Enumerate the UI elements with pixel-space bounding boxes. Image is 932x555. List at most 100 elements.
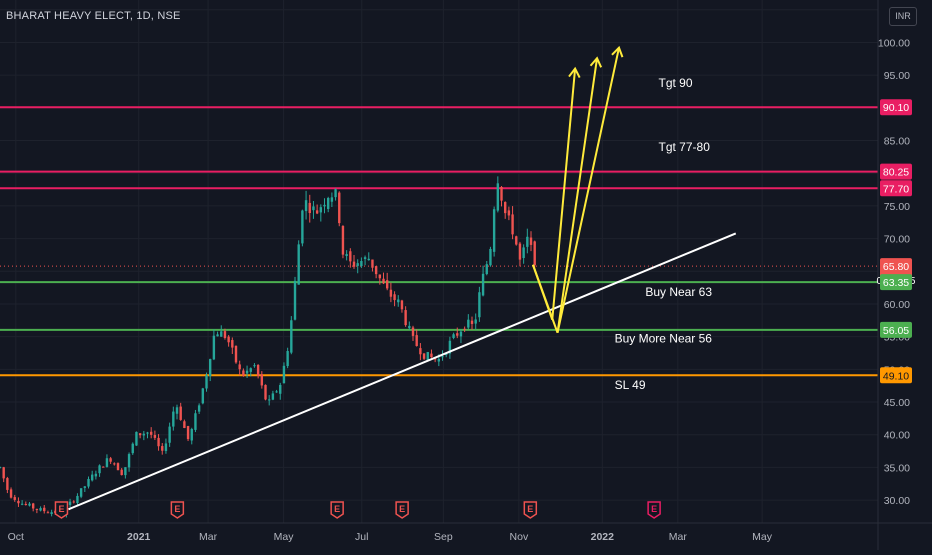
price-label-text: 63.35 [883,277,909,289]
candle-body [308,202,311,214]
candle-body [511,214,514,235]
candle-body [242,370,245,376]
candle-body [485,264,488,275]
price-label-text: 65.80 [883,261,909,273]
candle-body [301,210,304,244]
annotation-label: Buy More Near 56 [615,332,713,346]
candle-body [183,421,186,428]
candle-body [31,503,35,509]
earnings-flag-label: E [651,504,657,514]
candle-body [397,299,400,303]
projection-arrow[interactable] [556,47,620,333]
candle-body [518,243,522,260]
candle-body [43,507,46,512]
candle-body [35,508,39,510]
candle-body [142,433,146,436]
price-label-text: 90.10 [883,102,909,114]
price-label-text: 49.10 [883,370,909,382]
candle-body [249,368,252,372]
price-label-text: 77.70 [883,183,909,195]
candle-body [231,340,234,348]
candle-body [504,202,507,214]
earnings-flag-label: E [174,504,180,514]
price-label-buy56-price [880,321,912,338]
candle-body [105,458,109,467]
candle-body [113,463,116,465]
candle-body [120,469,123,476]
price-tick-label: 75.00 [884,201,910,213]
candle-body [500,186,503,201]
candle-body [87,478,90,487]
candle-body [131,443,134,454]
earnings-flag-icon[interactable] [330,501,344,519]
candle-body [526,236,529,247]
price-tick-label: 95.00 [884,70,910,82]
candle-body [197,405,201,412]
chart-title: BHARAT HEAVY ELECT, 1D, NSE [6,10,181,22]
candle-body [279,384,282,394]
candle-body [245,370,249,374]
price-label-sl49-price [880,367,912,384]
earnings-flag-icon[interactable] [647,501,661,519]
candle-body [102,466,105,468]
candle-body [507,210,511,216]
candle-body [90,474,94,481]
candle-body [345,254,348,256]
candle-body [253,365,256,367]
projection-arrow-head [568,66,581,78]
candle-body [135,431,138,446]
candle-body [227,336,230,343]
candle-body [212,335,216,360]
time-tick-label: May [752,531,773,543]
candle-body [124,467,127,476]
candle-body [304,200,308,212]
annotation-label: Tgt 90 [659,76,693,90]
candle-body [459,331,463,337]
candle-body [474,319,477,324]
candle-body [481,273,485,296]
trendline[interactable] [68,232,737,511]
candle-body [138,433,142,436]
candle-body [286,351,289,367]
candle-body [205,375,208,389]
time-tick-label: Jul [355,531,368,543]
projection-arrow[interactable] [556,58,599,333]
candle-body [68,501,72,505]
time-axis-panel [0,523,932,550]
candle-body [352,261,356,267]
candle-body [238,364,241,370]
earnings-flag-icon[interactable] [54,501,69,519]
candle-body [2,467,5,479]
candle-body [290,320,293,353]
candle-body [164,443,168,451]
time-tick-label: Mar [199,531,218,543]
candle-body [220,331,223,337]
projection-arrow-head [611,45,624,58]
earnings-flag-icon[interactable] [170,501,185,519]
candle-body [146,432,149,434]
projection-arrow-head [589,56,603,68]
earnings-flag-icon[interactable] [395,501,409,519]
earnings-flag-label: E [399,504,405,514]
candle-body [223,331,227,339]
currency-selector-button[interactable]: INR [889,7,917,26]
candle-body [24,504,28,506]
candle-body [341,226,345,255]
time-tick-label: Mar [669,531,688,543]
candle-body [422,353,426,359]
candle-body [9,489,13,498]
candle-body [411,327,415,336]
candle-body [175,407,179,414]
price-tick-label: 35.00 [884,462,910,474]
candle-body [271,393,275,400]
time-tick-label: 2022 [591,531,615,543]
candle-body [444,353,448,356]
projection-arrow[interactable] [551,68,577,320]
candle-body [374,266,378,275]
candle-body [46,512,50,514]
candle-body [172,411,175,427]
candle-body [319,207,323,213]
earnings-flag-icon[interactable] [523,501,538,519]
